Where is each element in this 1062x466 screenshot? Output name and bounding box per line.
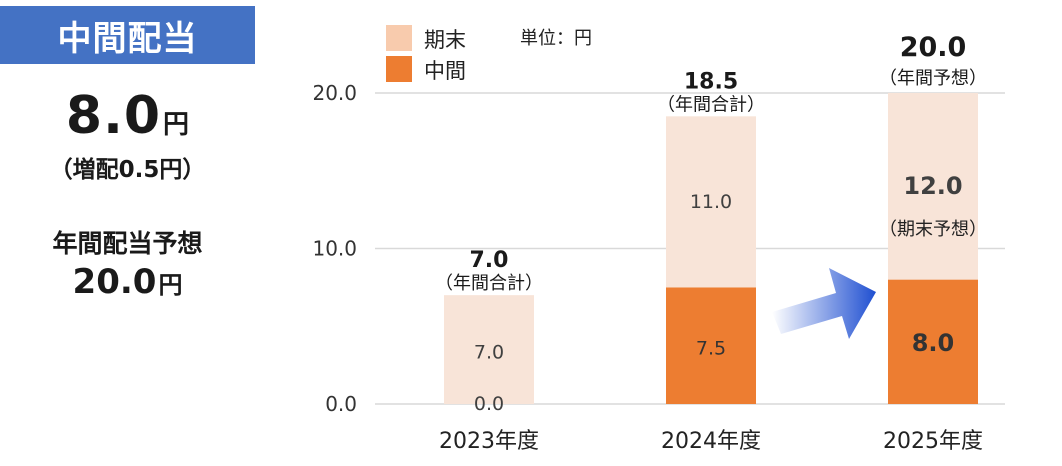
bar-year-end xyxy=(666,116,756,288)
forecast-unit: 円 xyxy=(158,271,183,299)
legend-label-year-end: 期末 xyxy=(424,28,466,52)
forecast-title: 年間配当予想 xyxy=(52,229,203,258)
legend-swatch-interim xyxy=(386,56,412,82)
forecast-value: 20.0 xyxy=(72,262,157,302)
bars xyxy=(444,93,978,404)
bar-year-end xyxy=(444,295,534,404)
y-tick-label: 10.0 xyxy=(312,237,357,261)
total-label: 20.0 xyxy=(900,32,967,63)
total-note: （年間合計） xyxy=(435,273,543,294)
interim-value: 8.0 xyxy=(65,86,162,146)
value-label-year-end: 12.0 xyxy=(903,172,962,200)
legend-swatch-year-end xyxy=(386,25,412,51)
total-note: （年間予想） xyxy=(879,68,987,89)
unit-label: 単位：円 xyxy=(520,28,592,49)
value-label-year-end: 11.0 xyxy=(690,191,732,213)
value-label-interim: 7.5 xyxy=(696,338,726,360)
x-tick-label: 2023年度 xyxy=(439,429,539,454)
bar-interim xyxy=(888,279,978,404)
increase-note: （増配0.5円） xyxy=(49,157,206,183)
interim-unit: 円 xyxy=(163,110,190,140)
x-tick-label: 2025年度 xyxy=(883,429,983,454)
growth-arrow-icon xyxy=(772,268,876,339)
legend-label-interim: 中間 xyxy=(424,59,466,83)
labels: 0.010.020.02023年度7.00.07.0（年間合計）2024年度11… xyxy=(312,32,987,454)
total-note: （年間合計） xyxy=(657,94,765,115)
bar-interim xyxy=(666,287,756,404)
value-label-interim: 8.0 xyxy=(912,329,955,357)
value-label-interim: 0.0 xyxy=(474,393,504,415)
y-tick-label: 20.0 xyxy=(312,81,357,105)
interim-amount: 8.0円 xyxy=(0,86,255,146)
segment-note: （期末予想） xyxy=(879,219,987,240)
bar-year-end xyxy=(888,93,978,280)
summary-title: 中間配当 xyxy=(0,6,255,64)
y-tick-label: 0.0 xyxy=(325,392,357,416)
total-label: 7.0 xyxy=(470,248,509,273)
forecast-amount: 20.0円 xyxy=(0,262,255,302)
x-tick-label: 2024年度 xyxy=(661,429,761,454)
summary-panel: 中間配当 8.0円 （増配0.5円） 年間配当予想 20.0円 xyxy=(0,0,262,466)
total-label: 18.5 xyxy=(684,69,738,94)
value-label-year-end: 7.0 xyxy=(474,342,504,364)
